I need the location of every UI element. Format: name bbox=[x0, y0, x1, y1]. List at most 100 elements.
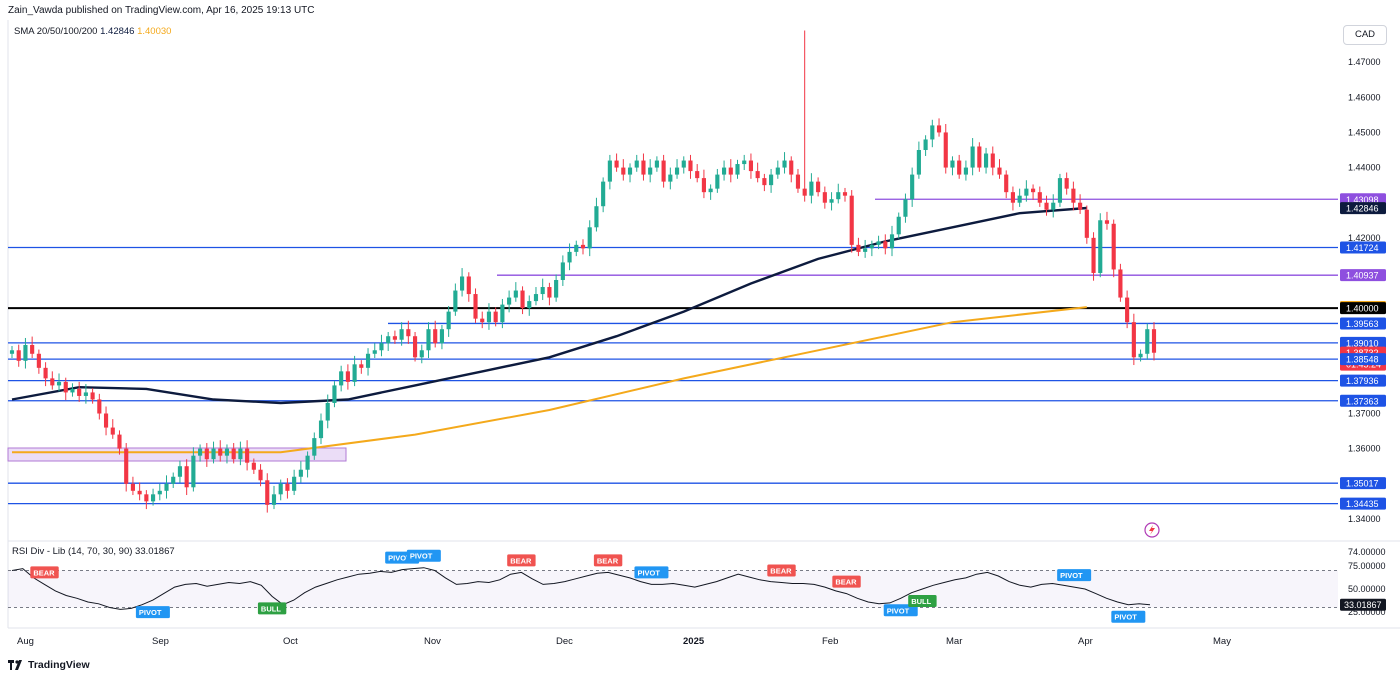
price-level-tag[interactable]: 1.40000 bbox=[1340, 302, 1386, 315]
candle-body bbox=[856, 244, 861, 252]
price-level-tag[interactable]: 1.37936 bbox=[1340, 374, 1386, 387]
rsi-signal-tag-pivot[interactable]: PIVOT bbox=[406, 549, 441, 562]
price-level-tag[interactable]: 1.42846 bbox=[1340, 202, 1386, 215]
candle-body bbox=[406, 329, 411, 337]
candle-body bbox=[540, 287, 545, 295]
price-tick-label: 1.37000 bbox=[1348, 409, 1381, 419]
price-level-tag-text: 1.39010 bbox=[1346, 338, 1379, 348]
candle-body bbox=[184, 466, 189, 488]
price-level-tag[interactable]: 1.39563 bbox=[1340, 317, 1386, 330]
time-axis-label: Aug bbox=[17, 636, 34, 647]
price-level-tag-text: 1.34435 bbox=[1346, 499, 1379, 509]
candle-body bbox=[103, 413, 109, 428]
rsi-tick-label: 50.00000 bbox=[1348, 584, 1386, 594]
time-axis-label: Dec bbox=[556, 636, 573, 647]
candle-body bbox=[211, 448, 216, 460]
rsi-signal-tag-text: PIVOT bbox=[139, 608, 162, 617]
price-tick-label: 1.34000 bbox=[1348, 514, 1381, 524]
candle-body bbox=[1091, 237, 1096, 273]
rsi-current-tag[interactable]: 33.01867 bbox=[1340, 598, 1386, 611]
candle-body bbox=[681, 160, 686, 168]
rsi-signal-tag-bg bbox=[507, 554, 536, 567]
publish-info: Zain_Vawda published on TradingView.com,… bbox=[8, 5, 315, 16]
candle-body bbox=[983, 153, 989, 168]
rsi-signal-tag-pivot[interactable]: PIVOT bbox=[1057, 569, 1092, 582]
candle-body bbox=[493, 311, 498, 323]
rsi-signal-tag-pivot[interactable]: PIVOT bbox=[634, 566, 669, 579]
candle-body bbox=[641, 160, 646, 175]
rsi-signal-tag-pivot[interactable]: PIVOT bbox=[1111, 610, 1146, 623]
candle-body bbox=[426, 329, 431, 351]
candle-body bbox=[177, 466, 183, 477]
candle-body bbox=[816, 181, 821, 193]
candle-body bbox=[513, 290, 518, 298]
candle-body bbox=[1098, 220, 1103, 273]
sma-label: SMA 20/50/100/200 bbox=[14, 26, 98, 37]
price-level-tag-bg bbox=[1340, 394, 1386, 407]
candle-body bbox=[1111, 223, 1116, 270]
rsi-signal-tag-bull[interactable]: BULL bbox=[257, 602, 287, 615]
rsi-signal-tag-bull[interactable]: BULL bbox=[908, 595, 937, 607]
price-level-tag[interactable]: 1.39010 bbox=[1340, 336, 1386, 349]
rsi-signal-tag-bear[interactable]: BEAR bbox=[507, 554, 536, 567]
price-level-tag[interactable]: 1.34435 bbox=[1340, 497, 1386, 510]
rsi-signal-tag-text: BEAR bbox=[770, 567, 792, 576]
candle-body bbox=[386, 336, 391, 344]
candle-body bbox=[580, 244, 586, 249]
price-level-tag[interactable]: 1.41724 bbox=[1340, 241, 1386, 254]
rsi-signal-tag-pivot[interactable]: PIVOT bbox=[135, 606, 170, 619]
rsi-signal-tag-bear[interactable]: BEAR bbox=[593, 554, 623, 567]
rsi-signal-tag-bear[interactable]: BEAR bbox=[30, 566, 59, 579]
candle-body bbox=[245, 448, 250, 463]
time-axis-label: May bbox=[1213, 636, 1231, 647]
rsi-legend[interactable]: RSI Div - Lib (14, 70, 30, 90) 33.01867 bbox=[12, 546, 175, 557]
price-level-tag[interactable]: 1.40937 bbox=[1340, 269, 1386, 282]
price-level-tag-text: 1.43098 bbox=[1346, 195, 1379, 205]
rsi-signal-tag-bear[interactable]: BEAR bbox=[832, 575, 861, 588]
price-level-tag-text: 1.37363 bbox=[1346, 396, 1379, 406]
sma-legend[interactable]: SMA 20/50/100/200 1.42846 1.40030 bbox=[14, 26, 171, 37]
candle-body bbox=[460, 276, 465, 291]
time-axis-label: Mar bbox=[946, 636, 962, 647]
candle-body bbox=[486, 311, 492, 323]
candle-body bbox=[809, 181, 814, 196]
price-level-tag[interactable]: 1.35017 bbox=[1340, 477, 1386, 490]
candle-body bbox=[876, 241, 881, 245]
candle-body bbox=[198, 448, 203, 456]
rsi-signal-tag-pivot[interactable]: PIVOT bbox=[883, 604, 918, 617]
candle-body bbox=[151, 494, 156, 502]
price-level-tag[interactable]: 1.37363 bbox=[1340, 394, 1386, 407]
price-level-tag[interactable]: 1.38548 bbox=[1340, 353, 1386, 366]
candle-body bbox=[1064, 178, 1069, 189]
time-axis-label: 2025 bbox=[683, 636, 705, 647]
price-level-tag-text: 1.41724 bbox=[1346, 243, 1379, 253]
candle-body bbox=[574, 244, 579, 252]
candle-body bbox=[473, 294, 478, 319]
candle-body bbox=[305, 455, 310, 470]
price-tick-label: 1.45000 bbox=[1348, 127, 1381, 137]
candle-body bbox=[795, 174, 801, 189]
time-axis-label: Sep bbox=[152, 636, 169, 647]
candle-body bbox=[332, 385, 337, 403]
rsi-signal-tag-bg bbox=[593, 554, 623, 567]
lightning-alert-icon[interactable] bbox=[1144, 522, 1160, 538]
candle-body bbox=[916, 150, 921, 175]
rsi-signal-tag-bg bbox=[634, 566, 669, 579]
candle-body bbox=[265, 480, 270, 505]
candle-body bbox=[43, 367, 48, 379]
candle-body bbox=[23, 345, 28, 361]
candle-body bbox=[775, 167, 780, 175]
candle-body bbox=[668, 174, 673, 182]
currency-button[interactable]: CAD bbox=[1343, 25, 1387, 45]
candle-body bbox=[1138, 353, 1143, 358]
candle-body bbox=[77, 388, 82, 396]
candle-body bbox=[970, 146, 975, 168]
tradingview-logo[interactable]: TradingView bbox=[8, 659, 90, 671]
rsi-signal-tag-text: PIVOT bbox=[637, 568, 660, 577]
candle-body bbox=[654, 160, 659, 168]
rsi-signal-tag-bg bbox=[1111, 610, 1146, 623]
candle-body bbox=[365, 353, 371, 368]
candle-body bbox=[896, 216, 901, 235]
rsi-signal-tag-bear[interactable]: BEAR bbox=[767, 564, 796, 577]
